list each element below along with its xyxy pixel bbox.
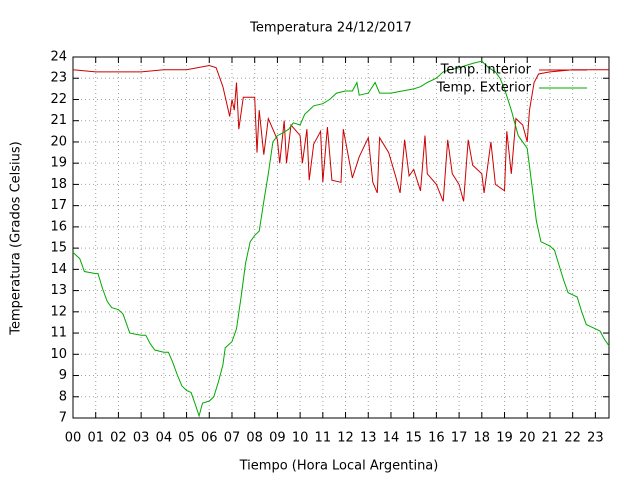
y-tick-label: 16 xyxy=(50,219,67,234)
x-tick-label: 07 xyxy=(224,431,241,446)
y-tick-label: 15 xyxy=(50,241,67,256)
x-tick-label: 12 xyxy=(337,431,354,446)
x-tick-label: 22 xyxy=(564,431,581,446)
legend-label: Temp. Interior xyxy=(440,63,532,78)
x-tick-label: 17 xyxy=(451,431,468,446)
y-tick-label: 7 xyxy=(59,411,67,426)
x-tick-label: 10 xyxy=(292,431,309,446)
y-tick-label: 12 xyxy=(50,304,67,319)
y-tick-label: 8 xyxy=(59,389,67,404)
chart-title: Temperatura 24/12/2017 xyxy=(249,21,412,36)
x-tick-label: 04 xyxy=(156,431,173,446)
y-tick-label: 21 xyxy=(50,113,67,128)
x-tick-label: 00 xyxy=(65,431,82,446)
x-axis-label: Tiempo (Hora Local Argentina) xyxy=(239,459,439,474)
x-tick-label: 11 xyxy=(315,431,332,446)
y-tick-label: 20 xyxy=(50,134,67,149)
x-tick-label: 05 xyxy=(178,431,195,446)
series-line xyxy=(72,64,609,202)
y-tick-label: 18 xyxy=(50,177,67,192)
y-tick-label: 23 xyxy=(50,71,67,86)
x-tick-label: 08 xyxy=(246,431,263,446)
y-tick-label: 11 xyxy=(50,326,67,341)
x-tick-label: 15 xyxy=(405,431,422,446)
y-tick-label: 9 xyxy=(59,368,67,383)
x-tick-label: 02 xyxy=(110,431,127,446)
x-tick-label: 21 xyxy=(542,431,559,446)
x-tick-label: 13 xyxy=(360,431,377,446)
x-tick-label: 09 xyxy=(269,431,286,446)
legend-label: Temp. Exterior xyxy=(436,81,532,96)
x-tick-label: 14 xyxy=(383,431,400,446)
x-tick-label: 01 xyxy=(87,431,104,446)
y-tick-label: 22 xyxy=(50,92,67,107)
x-tick-label: 18 xyxy=(474,431,491,446)
series-line xyxy=(72,60,610,418)
x-tick-label: 06 xyxy=(201,431,218,446)
y-tick-label: 13 xyxy=(50,283,67,298)
y-tick-label: 17 xyxy=(50,198,67,213)
x-tick-label: 16 xyxy=(428,431,445,446)
x-tick-label: 19 xyxy=(496,431,513,446)
x-tick-label: 23 xyxy=(587,431,604,446)
x-tick-label: 20 xyxy=(519,431,536,446)
y-axis-label: Temperatura (Grados Celsius) xyxy=(9,141,24,335)
x-tick-label: 03 xyxy=(133,431,150,446)
y-tick-label: 19 xyxy=(50,156,67,171)
y-tick-label: 10 xyxy=(50,347,67,362)
y-tick-label: 24 xyxy=(50,50,67,65)
plot-frame xyxy=(72,56,610,419)
y-tick-label: 14 xyxy=(50,262,67,277)
